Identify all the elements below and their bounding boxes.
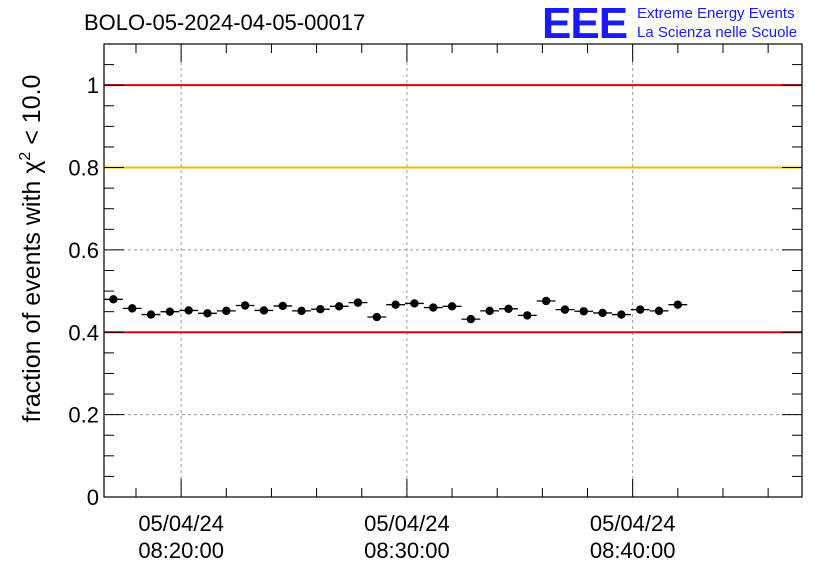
marker — [429, 303, 438, 312]
marker — [541, 296, 551, 306]
data-point — [668, 300, 688, 309]
marker — [146, 310, 156, 319]
x-tick-time: 08:30:00 — [364, 538, 450, 563]
data-point — [329, 302, 349, 311]
data-point — [273, 301, 293, 311]
marker — [128, 304, 137, 313]
logo-line-1: Extreme Energy Events — [637, 5, 795, 22]
x-tick-date: 05/04/24 — [138, 511, 224, 536]
data-point — [310, 305, 330, 314]
marker — [485, 306, 494, 316]
y-tick-label: 0.8 — [68, 156, 99, 181]
data-point — [386, 300, 406, 309]
data-point — [499, 304, 518, 313]
data-point — [649, 306, 669, 316]
marker — [353, 298, 363, 307]
marker — [560, 305, 570, 314]
marker — [523, 311, 532, 320]
x-tick-date: 05/04/24 — [590, 511, 676, 536]
y-axis: 0 0.2 0.4 0.6 0.8 1 — [68, 43, 802, 510]
marker — [654, 306, 664, 316]
marker — [504, 304, 513, 313]
marker — [297, 306, 306, 316]
data-point — [160, 307, 180, 316]
logo-line-2: La Scienza nelle Scuole — [637, 24, 798, 41]
data-point — [630, 305, 650, 314]
reference-lines — [104, 84, 802, 334]
data-point — [593, 308, 612, 318]
data-point — [536, 296, 556, 306]
y-label-tail: < 10.0 — [18, 75, 46, 152]
data-point — [423, 303, 443, 312]
grid-lines — [104, 44, 802, 497]
marker — [598, 308, 607, 318]
data-point — [405, 299, 424, 308]
data-point — [198, 309, 217, 318]
marker — [184, 306, 193, 315]
data-point — [442, 302, 462, 311]
y-label-main: fraction of events with χ — [18, 161, 46, 423]
y-label-superscript: 2 — [17, 152, 34, 161]
eee-logo-text: Extreme Energy Events La Scienza nelle S… — [637, 4, 797, 42]
marker — [109, 295, 118, 304]
data-point — [574, 307, 594, 316]
marker — [410, 299, 419, 308]
data-point — [292, 306, 311, 316]
eee-logo: EEE — [542, 0, 628, 48]
marker — [447, 302, 457, 311]
y-axis-label: fraction of events with χ2 < 10.0 — [17, 75, 46, 423]
marker — [617, 310, 626, 319]
data-point — [235, 301, 255, 310]
data-point — [517, 311, 537, 320]
x-tick-time: 08:40:00 — [590, 538, 676, 563]
marker — [278, 301, 287, 311]
chart-title: BOLO-05-2024-04-05-00017 — [84, 10, 366, 35]
marker — [391, 300, 400, 309]
y-tick-label: 0.6 — [68, 238, 99, 263]
y-tick-label: 0.4 — [68, 320, 99, 345]
marker — [673, 300, 683, 309]
marker — [466, 314, 476, 324]
marker — [222, 306, 231, 316]
y-tick-label: 1 — [87, 73, 99, 98]
data-point — [461, 314, 481, 324]
x-axis: 05/04/2408:20:0005/04/2408:30:0005/04/24… — [135, 44, 769, 563]
data-point — [122, 304, 142, 313]
marker — [203, 309, 212, 318]
marker — [579, 307, 588, 316]
data-point — [611, 310, 631, 319]
marker — [259, 306, 269, 315]
data-points — [104, 295, 688, 324]
data-point — [348, 298, 368, 307]
x-tick-time: 08:20:00 — [138, 538, 224, 563]
marker — [372, 312, 382, 322]
data-point — [254, 306, 274, 315]
data-point — [555, 305, 575, 314]
marker — [334, 302, 344, 311]
plot-frame — [103, 43, 803, 498]
marker — [635, 305, 645, 314]
data-point — [480, 306, 500, 316]
data-point — [141, 310, 161, 319]
data-point — [104, 295, 123, 304]
data-point — [216, 306, 236, 316]
data-point — [367, 312, 387, 322]
marker — [165, 307, 175, 316]
y-tick-label: 0.2 — [68, 403, 99, 428]
x-tick-date: 05/04/24 — [364, 511, 450, 536]
y-tick-label: 0 — [87, 485, 99, 510]
marker — [240, 301, 250, 310]
data-point — [179, 306, 199, 315]
marker — [316, 305, 325, 314]
